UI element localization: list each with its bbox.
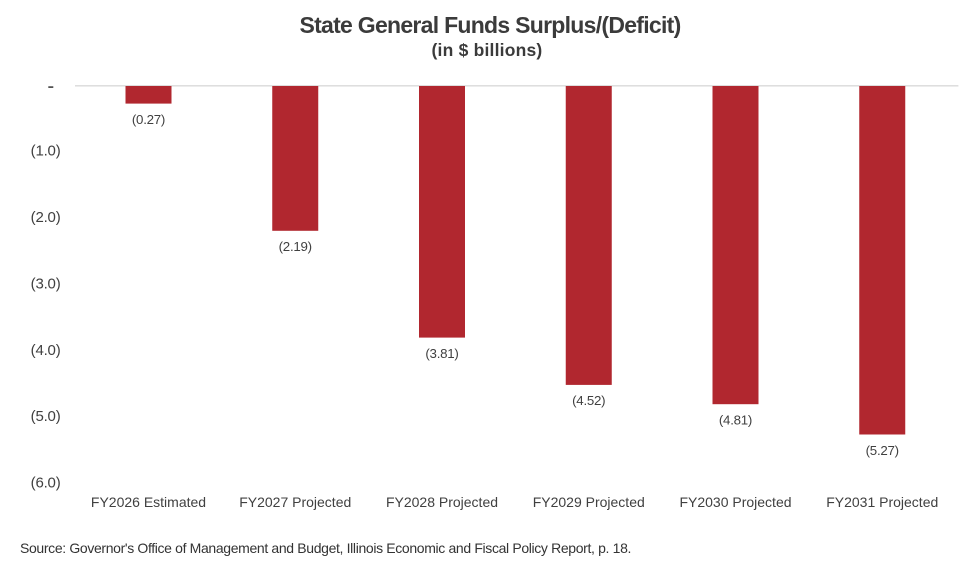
svg-text:(2.19): (2.19) [279, 239, 312, 254]
svg-text:(1.0): (1.0) [31, 143, 61, 160]
svg-text:FY2031 Projected: FY2031 Projected [826, 494, 938, 510]
svg-text:(6.0): (6.0) [31, 475, 61, 492]
svg-text:(3.81): (3.81) [425, 346, 458, 361]
svg-text:FY2029 Projected: FY2029 Projected [533, 494, 645, 510]
svg-text:(in $ billions): (in $ billions) [432, 40, 543, 60]
svg-text:(0.27): (0.27) [132, 112, 165, 127]
svg-text:FY2027 Projected: FY2027 Projected [239, 494, 351, 510]
svg-text:(5.0): (5.0) [31, 408, 61, 425]
svg-text:Source: Governor's Office of M: Source: Governor's Office of Management … [20, 540, 631, 556]
svg-text:(4.52): (4.52) [572, 393, 605, 408]
svg-text:State General Funds Surplus/(D: State General Funds Surplus/(Deficit) [299, 12, 680, 38]
svg-text:(4.0): (4.0) [31, 342, 61, 359]
svg-text:(4.81): (4.81) [719, 412, 752, 427]
svg-text:(3.0): (3.0) [31, 275, 61, 292]
svg-text:(2.0): (2.0) [31, 209, 61, 226]
svg-text:FY2026 Estimated: FY2026 Estimated [91, 494, 206, 510]
svg-text:FY2030 Projected: FY2030 Projected [679, 494, 791, 510]
svg-text:FY2028 Projected: FY2028 Projected [386, 494, 498, 510]
svg-text:(5.27): (5.27) [866, 443, 899, 458]
